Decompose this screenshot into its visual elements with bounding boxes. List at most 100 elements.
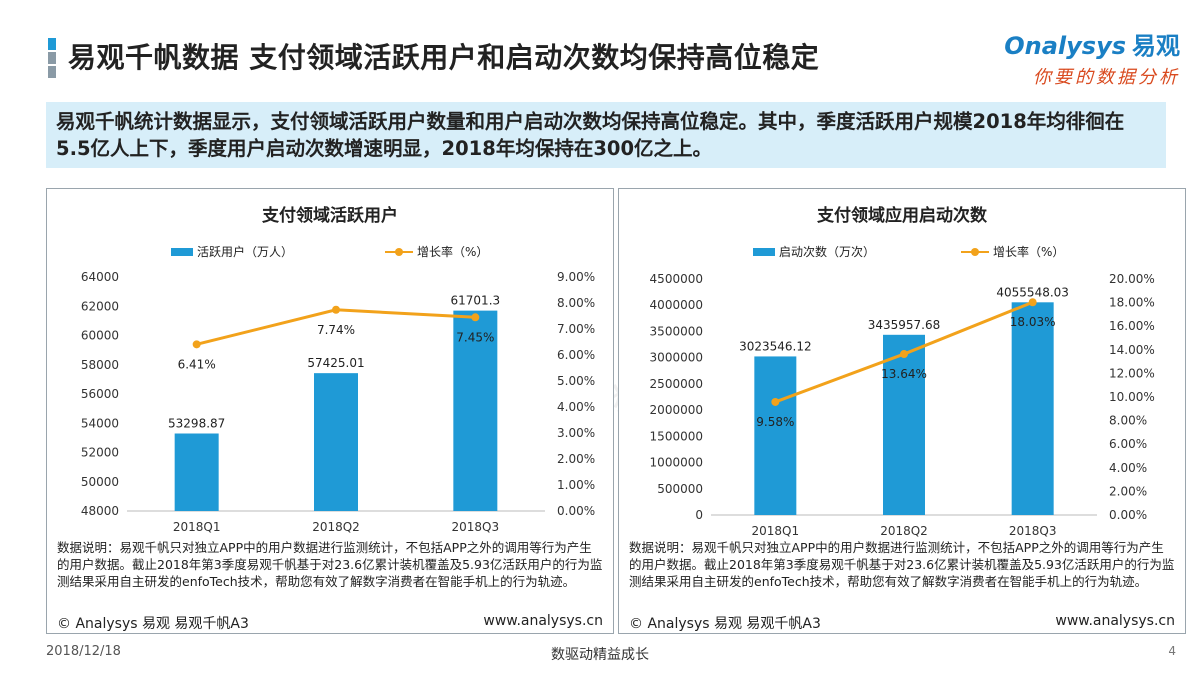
y-axis-left-tick-label: 4500000 xyxy=(650,272,703,286)
legend-line-swatch xyxy=(385,247,413,256)
title-accent-bar xyxy=(48,38,56,78)
footer-slogan: 数驱动精益成长 xyxy=(551,647,649,663)
y-axis-left-tick-label: 60000 xyxy=(81,329,119,343)
page-title: 易观千帆数据 支付领域活跃用户和启动次数均保持高位稳定 xyxy=(68,41,820,74)
chart-title: 支付领域应用启动次数 xyxy=(817,206,987,226)
y-axis-right-tick-label: 12.00% xyxy=(1109,366,1155,380)
bar xyxy=(314,373,358,511)
bar-value-label: 4055548.03 xyxy=(996,285,1069,299)
brand-slogan: 你要的数据分析 xyxy=(1033,67,1180,88)
growth-value-label: 13.64% xyxy=(881,367,927,381)
x-axis-tick-label: 2018Q3 xyxy=(452,520,500,534)
growth-value-label: 6.41% xyxy=(178,357,216,371)
y-axis-right-tick-label: 5.00% xyxy=(557,374,595,388)
y-axis-left-tick-label: 2000000 xyxy=(650,403,703,417)
chart-active-users: 48000 50000 52000 54000 56000 58000 60000 62000… xyxy=(81,270,595,534)
y-axis-right-tick-label: 10.00% xyxy=(1109,390,1155,404)
y-axis-right-tick-label: 14.00% xyxy=(1109,343,1155,357)
y-axis-left-tick-label: 500000 xyxy=(657,482,703,496)
y-axis-right-tick-label: 4.00% xyxy=(557,400,595,414)
y-axis-left-tick-label: 56000 xyxy=(81,387,119,401)
y-axis-right-tick-label: 6.00% xyxy=(557,348,595,362)
y-axis-left-tick-label: 2500000 xyxy=(650,377,703,391)
brand-name-prefix: O xyxy=(1004,32,1025,60)
x-axis-tick-label: 2018Q1 xyxy=(173,520,221,534)
growth-value-label: 7.74% xyxy=(317,323,355,337)
growth-point xyxy=(192,340,201,349)
y-axis-left-tick-label: 1500000 xyxy=(650,429,703,443)
y-axis-left-tick-label: 0 xyxy=(695,508,703,522)
bar xyxy=(1011,302,1054,515)
legend-bar: 启动次数（万次） xyxy=(753,243,875,260)
footer-date: 2018/12/18 xyxy=(46,644,121,659)
y-axis-left-tick-label: 3500000 xyxy=(650,324,703,338)
chart-panel-launch-count: 支付领域应用启动次数 启动次数（万次） 增长率（%） 0 500000 100000… xyxy=(618,188,1186,634)
chart-title: 支付领域活跃用户 xyxy=(262,206,398,226)
legend-bar: 活跃用户（万人） xyxy=(171,243,293,260)
y-axis-left-tick-label: 48000 xyxy=(81,504,119,518)
y-axis-left-tick-label: 1000000 xyxy=(650,456,703,470)
bar xyxy=(883,334,925,515)
y-axis-right-tick-label: 0.00% xyxy=(1109,508,1147,522)
bar-value-label: 3023546.12 xyxy=(739,339,812,353)
y-axis-left-tick-label: 64000 xyxy=(81,270,119,284)
y-axis-left-tick-label: 4000000 xyxy=(650,298,703,312)
x-axis-tick-label: 2018Q2 xyxy=(312,520,360,534)
legend-bar-label: 活跃用户（万人） xyxy=(197,245,294,259)
growth-point xyxy=(900,350,908,359)
y-axis-left-tick-label: 52000 xyxy=(81,446,119,460)
y-axis-left-tick-label: 62000 xyxy=(81,299,119,313)
bar xyxy=(453,310,498,511)
copyright: © Analysys 易观 易观千帆A3 xyxy=(57,616,249,632)
growth-point xyxy=(471,313,480,322)
y-axis-right-tick-label: 8.00% xyxy=(1109,414,1147,428)
y-axis-right-tick-label: 1.00% xyxy=(557,478,595,492)
y-axis-right-tick-label: 20.00% xyxy=(1109,272,1155,286)
website-link[interactable]: www.analysys.cn xyxy=(1055,613,1175,629)
y-axis-right-tick-label: 2.00% xyxy=(557,452,595,466)
brand-name-cn: 易观 xyxy=(1132,32,1180,60)
y-axis-right-tick-label: 16.00% xyxy=(1109,319,1155,333)
y-axis-right-tick-label: 2.00% xyxy=(1109,484,1147,498)
y-axis-right-tick-label: 0.00% xyxy=(557,504,595,518)
y-axis-right-tick-label: 3.00% xyxy=(557,426,595,440)
y-axis-left-tick-label: 50000 xyxy=(81,475,119,489)
legend-bar-swatch xyxy=(753,247,775,256)
data-note: 数据说明：易观千帆只对独立APP中的用户数据进行监测统计，不包括APP之外的调用… xyxy=(57,540,603,589)
legend-bar-label: 启动次数（万次） xyxy=(779,245,876,259)
x-axis-tick-label: 2018Q2 xyxy=(880,524,928,537)
brand-name: Onalysys 易观 xyxy=(970,26,1180,61)
y-axis-left-tick-label: 54000 xyxy=(81,416,119,430)
legend-line-label: 增长率（%） xyxy=(993,245,1065,259)
summary-text: 易观千帆统计数据显示，支付领域活跃用户数量和用户启动次数均保持高位稳定。其中，季… xyxy=(46,102,1166,168)
y-axis-right-tick-label: 8.00% xyxy=(557,296,595,310)
growth-point xyxy=(332,305,340,314)
y-axis-right-tick-label: 4.00% xyxy=(1109,461,1147,475)
chart-launch-count: 0 500000 1000000 1500000 2000000 2500000 30000… xyxy=(650,272,1155,537)
y-axis-right-tick-label: 7.00% xyxy=(557,322,595,336)
brand-name-en: nalysys xyxy=(1024,32,1126,60)
growth-point xyxy=(1028,298,1037,307)
bar-value-label: 53298.87 xyxy=(168,417,225,431)
legend-line-label: 增长率（%） xyxy=(417,245,489,259)
page-number: 4 xyxy=(1168,644,1176,658)
data-note: 数据说明：易观千帆只对独立APP中的用户数据进行监测统计，不包括APP之外的调用… xyxy=(629,540,1175,589)
growth-point xyxy=(771,397,780,406)
website-link[interactable]: www.analysys.cn xyxy=(483,613,603,629)
growth-value-label: 7.45% xyxy=(456,330,494,344)
growth-value-label: 18.03% xyxy=(1010,315,1056,329)
bar xyxy=(174,433,219,511)
y-axis-left-tick-label: 58000 xyxy=(81,358,119,372)
legend-line: 增长率（%） xyxy=(961,243,1064,260)
x-axis-tick-label: 2018Q3 xyxy=(1009,524,1057,537)
y-axis-right-tick-label: 9.00% xyxy=(557,270,595,284)
y-axis-right-tick-label: 18.00% xyxy=(1109,296,1155,310)
bar xyxy=(754,356,797,515)
y-axis-right-tick-label: 6.00% xyxy=(1109,437,1147,451)
bar-value-label: 61701.3 xyxy=(451,294,501,308)
growth-value-label: 9.58% xyxy=(756,415,794,429)
x-axis-tick-label: 2018Q1 xyxy=(752,524,800,537)
chart-panel-active-users: 支付领域活跃用户 活跃用户（万人） 增长率（%） 48000 50000 52000… xyxy=(46,188,614,634)
legend-bar-swatch xyxy=(171,247,193,256)
y-axis-left-tick-label: 3000000 xyxy=(650,351,703,365)
